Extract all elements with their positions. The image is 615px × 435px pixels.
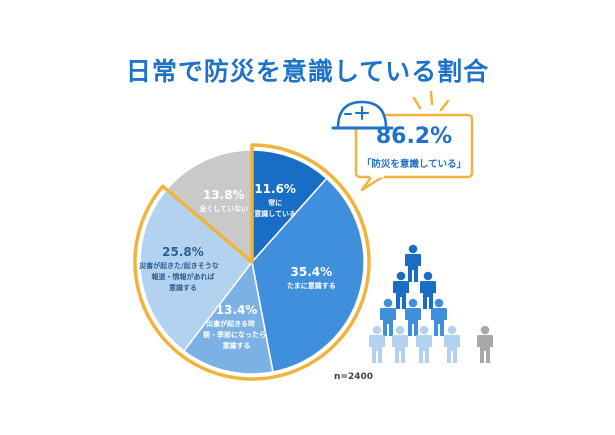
slice-category-line: 全くしていない [199, 204, 249, 213]
sparkle-lines [412, 90, 450, 112]
chart-title: 日常で防災を意識している割合 [125, 57, 490, 86]
slice-category-line: 常に [268, 199, 283, 208]
slice-percent-label: 13.4% [215, 302, 258, 317]
slice-percent-label: 11.6% [254, 182, 296, 197]
slice-category-label: たまに意識する [287, 281, 336, 292]
slice-percent-label: 13.8% [202, 187, 245, 202]
person-icon [477, 325, 493, 363]
person-icon [380, 298, 396, 336]
pie-slice [182, 260, 274, 375]
person-icon [431, 298, 447, 336]
person-icon [405, 298, 421, 336]
slice-percent-label: 35.4% [290, 264, 333, 279]
slice-category-line: 災害が起きた/起きそうな [139, 261, 219, 270]
person-icon [416, 325, 432, 363]
pie-chart [139, 149, 365, 375]
person-icon [444, 325, 460, 363]
callout-label: 「防災を意識している」 [361, 159, 467, 170]
callout-box [354, 113, 474, 192]
slice-category-line: 期・季節になったら [203, 330, 267, 339]
person-icon [420, 271, 436, 309]
slice-category-line: たまに意識する [286, 281, 336, 290]
person-icon [393, 271, 409, 309]
person-icon [369, 325, 385, 363]
slice-category-line: 意識する [222, 341, 251, 350]
helmet-icon [331, 100, 394, 130]
slice-category-label: 災害が起きる時期・季節になったら 意識する [203, 319, 268, 352]
highlight-outline [133, 143, 371, 381]
pie-slice [251, 177, 365, 373]
pie-slice [165, 149, 253, 264]
sample-size-label: n=2400 [334, 372, 373, 382]
slice-category-label: 全くしていない [199, 204, 248, 215]
slice-category-label: 災害が起きた/起きそうな報道・情報があれば 意識する [139, 261, 223, 294]
slice-category-line: 災害が起きる時 [206, 319, 255, 328]
pie-slice [139, 188, 254, 352]
slice-percent-label: 25.8% [162, 244, 204, 259]
callout-value: 86.2% [375, 124, 453, 149]
slice-category-label: 常に 意識している [254, 198, 296, 220]
pie-slice [251, 149, 328, 264]
slice-category-line: 報道・情報があれば [151, 272, 215, 281]
person-icon [392, 325, 408, 363]
slice-category-line: 意識する [168, 283, 197, 292]
person-icon [405, 244, 421, 282]
people-group [369, 244, 493, 363]
slice-category-line: 意識している [254, 210, 297, 219]
